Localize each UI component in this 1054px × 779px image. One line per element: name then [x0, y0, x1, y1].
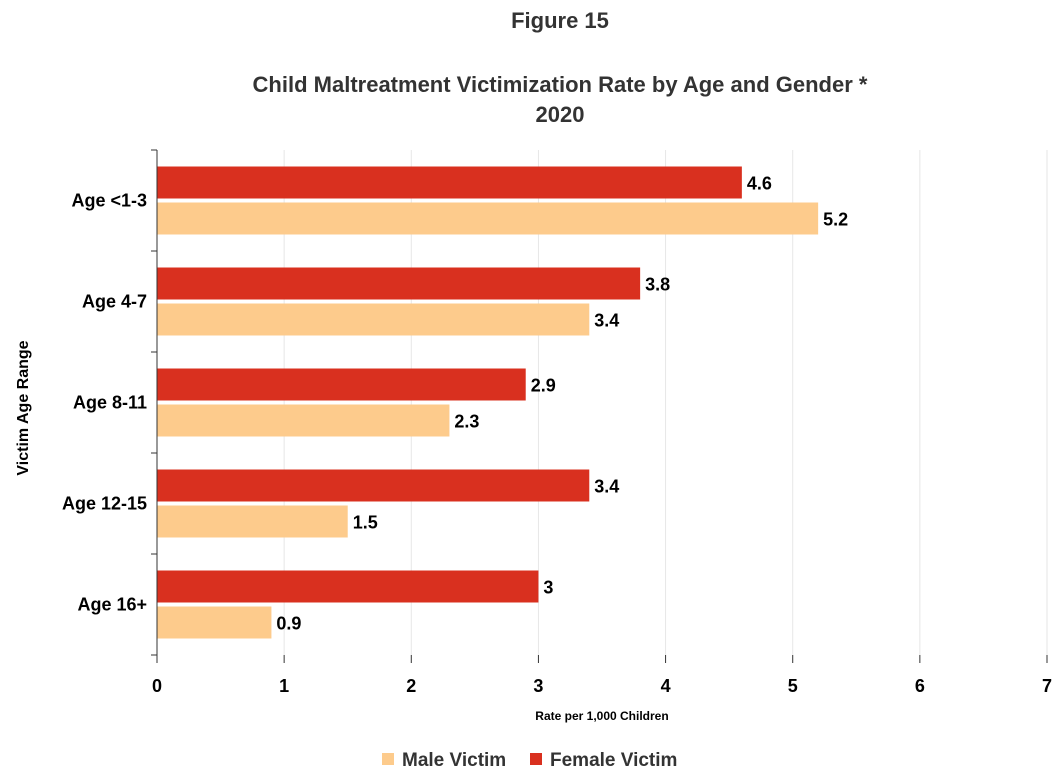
chart-title: Child Maltreatment Victimization Rate by…	[253, 72, 868, 97]
legend-label: Female Victim	[550, 750, 677, 771]
legend-label: Male Victim	[402, 750, 506, 771]
data-label: 1.5	[353, 513, 378, 533]
x-tick-label: 1	[279, 676, 289, 696]
x-tick-label: 4	[661, 676, 671, 696]
category-label: Age <1-3	[71, 191, 147, 211]
category-label: Age 8-11	[73, 393, 147, 413]
legend: Male Victim Female Victim	[382, 750, 677, 771]
x-axis-label: Rate per 1,000 Children	[535, 709, 668, 723]
data-label: 4.6	[747, 174, 772, 194]
x-tick-label: 3	[533, 676, 543, 696]
data-label: 3	[543, 578, 553, 598]
bar	[157, 404, 450, 437]
data-label: 5.2	[823, 210, 848, 230]
bar	[157, 368, 526, 401]
data-label: 3.4	[594, 311, 619, 331]
x-tick-label: 7	[1042, 676, 1052, 696]
x-tick-label: 0	[152, 676, 162, 696]
x-tick-label: 6	[915, 676, 925, 696]
category-label: Age 16+	[77, 595, 147, 615]
y-axis-label: Victim Age Range	[15, 340, 32, 475]
bar	[157, 469, 590, 502]
bar	[157, 505, 348, 538]
bar	[157, 202, 819, 235]
chart-subtitle: 2020	[536, 102, 585, 127]
bar	[157, 303, 590, 336]
data-label: 2.3	[454, 412, 479, 432]
legend-swatch	[382, 753, 394, 765]
data-label: 0.9	[276, 614, 301, 634]
axes: 0 1 2 3 4 5 6 7 Age <1-3 Age 4-7 Age 8-11 Age 12-15…	[62, 149, 1052, 696]
x-tick-label: 2	[406, 676, 416, 696]
legend-swatch	[530, 753, 542, 765]
category-label: Age 12-15	[62, 494, 147, 514]
data-label: 3.4	[594, 477, 619, 497]
category-label: Age 4-7	[82, 292, 147, 312]
bar	[157, 267, 641, 300]
bar	[157, 606, 272, 639]
data-label: 3.8	[645, 275, 670, 295]
figure-label: Figure 15	[511, 8, 609, 33]
bars: 4.6 5.2 3.8 3.4 2.9 2.3 3.4 1.5 3 0.9	[157, 166, 848, 639]
x-tick-label: 5	[788, 676, 798, 696]
bar	[157, 570, 539, 603]
bar	[157, 166, 742, 199]
data-label: 2.9	[531, 376, 556, 396]
